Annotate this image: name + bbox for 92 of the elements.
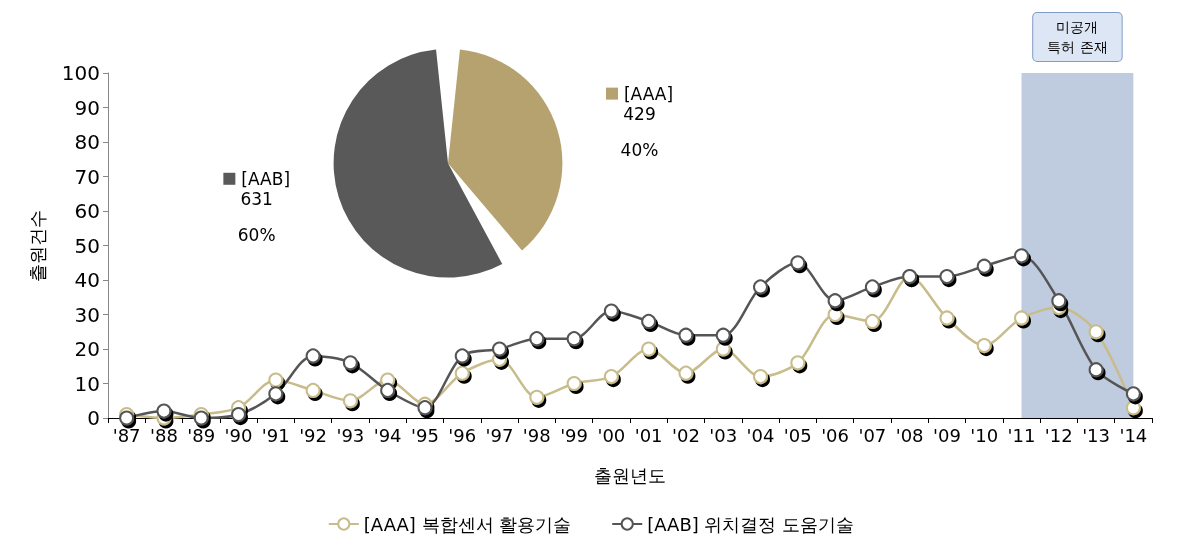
y-tick-label: 40 (74, 268, 100, 292)
point (1088, 362, 1104, 378)
point (417, 400, 433, 416)
point (1125, 386, 1141, 402)
point (827, 293, 843, 309)
point (342, 355, 358, 371)
point (1088, 324, 1104, 340)
point (380, 382, 396, 398)
x-tick-label: '92 (299, 424, 327, 446)
point (603, 369, 619, 385)
point (603, 303, 619, 319)
point (753, 369, 768, 385)
data-label: 429 40% (620, 103, 659, 160)
x-tick-label: '13 (1082, 424, 1110, 446)
y-tick-label: 50 (74, 233, 100, 258)
x-tick-label: '07 (858, 424, 887, 446)
x-tick-label: '03 (709, 424, 738, 446)
y-tick-label: 80 (74, 130, 100, 154)
point (1051, 293, 1067, 309)
y-tick-label: 70 (74, 164, 100, 189)
x-tick-label: '99 (560, 424, 588, 446)
point (715, 341, 731, 357)
point (342, 393, 358, 409)
point (864, 279, 880, 295)
point (156, 403, 172, 419)
point (454, 348, 470, 364)
y-tick-label: 100 (61, 61, 100, 85)
x-tick-label: '00 (597, 424, 626, 446)
point (529, 331, 545, 347)
y-tick-label: 30 (74, 302, 100, 327)
point (566, 331, 582, 347)
x-tick-label: '12 (1044, 424, 1073, 446)
y-tick-label: 10 (74, 371, 100, 396)
x-tick-label: '88 (150, 424, 178, 446)
x-tick-label: '02 (672, 424, 700, 446)
point (976, 338, 992, 354)
point (715, 327, 731, 343)
x-tick-label: '05 (783, 424, 812, 446)
point (939, 269, 955, 285)
point (454, 365, 470, 381)
point (305, 348, 321, 364)
point (1014, 248, 1029, 264)
x-tick-label: '01 (634, 424, 663, 446)
x-tick-label: '09 (933, 424, 961, 446)
point (268, 386, 284, 402)
x-axis-title: 출원년도 (594, 464, 666, 486)
point (827, 307, 843, 322)
x-tick-label: '95 (411, 424, 439, 446)
x-tick-label: '04 (746, 424, 775, 446)
legend-label: [AAA] 복합센서 활용기술 (363, 513, 572, 535)
point (1014, 310, 1029, 326)
point (1125, 400, 1141, 416)
y-tick-label: 20 (74, 337, 100, 361)
x-tick-label: '11 (1007, 424, 1036, 446)
y-axis-title: 출원건수 (26, 209, 48, 282)
x-tick-label: '08 (895, 424, 924, 446)
x-tick-label: '10 (970, 424, 999, 446)
point (939, 310, 955, 326)
legend-label: [AAA] (623, 83, 674, 104)
y-tick-label: 0 (87, 406, 100, 430)
point (790, 255, 806, 271)
legend-label: [AAB] 위치결정 도움기술 (647, 513, 855, 535)
legend-label: [AAB] (241, 168, 291, 189)
x-tick-label: '14 (1119, 424, 1148, 446)
point (678, 327, 694, 343)
x-tick-label: '93 (336, 424, 365, 446)
x-tick-label: '96 (448, 424, 477, 446)
point (566, 376, 582, 391)
x-tick-label: '87 (112, 424, 141, 446)
x-tick-label: '06 (821, 424, 849, 446)
point (492, 341, 507, 357)
point (864, 313, 880, 329)
y-tick-label: 60 (74, 199, 100, 223)
point (976, 258, 992, 274)
x-tick-label: '97 (485, 424, 514, 446)
point (641, 341, 657, 357)
point (305, 382, 321, 398)
x-tick-label: '89 (187, 424, 216, 446)
band-label: 미공개 특허 존재 (1047, 19, 1108, 55)
y-tick-label: 90 (74, 95, 100, 120)
data-label: 631 60% (237, 188, 276, 245)
point (753, 279, 768, 295)
point (268, 372, 284, 388)
point (790, 355, 806, 371)
point (641, 313, 657, 329)
x-tick-label: '90 (224, 424, 253, 446)
x-tick-label: '98 (522, 424, 551, 446)
point (678, 365, 694, 381)
x-tick-label: '94 (373, 424, 402, 446)
point (231, 407, 246, 423)
x-tick-label: '91 (261, 424, 290, 446)
point (529, 389, 545, 405)
